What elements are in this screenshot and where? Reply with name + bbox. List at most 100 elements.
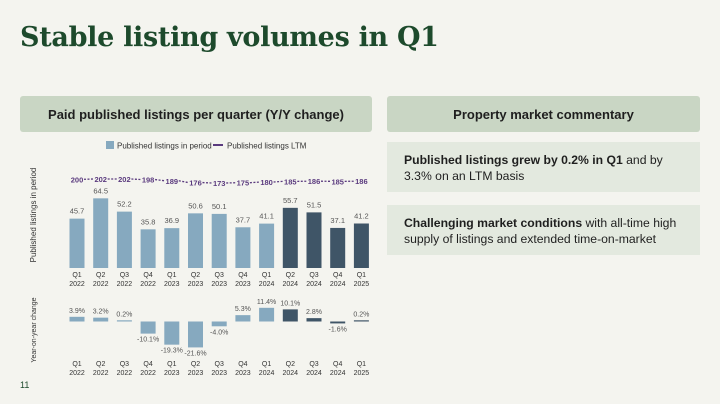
ltm-value-label: 202 [94, 175, 107, 184]
x-tick-label-year: 2024 [283, 281, 299, 288]
x-tick-label-year: 2024 [259, 370, 275, 377]
x-tick-label-year: 2023 [164, 370, 180, 377]
x-tick-label-quarter: Q2 [191, 272, 200, 279]
ltm-value-label: 202 [118, 175, 131, 184]
bar-yoy [353, 320, 369, 322]
bar-value-label: 37.1 [330, 216, 345, 225]
x-tick-label-quarter: Q4 [143, 272, 152, 279]
x-tick-label-quarter: Q4 [143, 361, 152, 368]
page-title: Stable listing volumes in Q1 [20, 22, 439, 53]
yoy-value-label: 0.2% [353, 311, 369, 318]
commentary-2-text: with all-time high supply of listings an… [404, 216, 677, 246]
x-tick-label-year: 2022 [69, 281, 85, 288]
legend-swatch-period [106, 141, 114, 149]
x-tick-label-year: 2023 [164, 281, 180, 288]
bar-yoy [306, 318, 322, 322]
ltm-value-label: 198 [142, 176, 155, 185]
ltm-line-segment [249, 181, 260, 184]
yoy-value-label: 3.2% [93, 309, 109, 316]
x-tick-label-quarter: Q3 [120, 272, 129, 279]
bar-yoy [69, 316, 85, 322]
bar-yoy [330, 321, 346, 324]
bar-period [116, 211, 132, 268]
bar-value-label: 41.2 [354, 212, 369, 221]
yoy-value-label: 0.2% [116, 311, 132, 318]
ltm-line-segment [273, 180, 284, 183]
x-tick-label-quarter: Q3 [309, 361, 318, 368]
x-tick-label-quarter: Q3 [215, 272, 224, 279]
yoy-value-label: -21.6% [184, 350, 206, 357]
x-tick-label-year: 2022 [117, 281, 133, 288]
x-tick-label-year: 2022 [140, 370, 156, 377]
ltm-line-segment [131, 178, 142, 181]
bar-value-label: 52.2 [117, 200, 132, 209]
bar-value-label: 41.1 [259, 212, 274, 221]
bar-value-label: 37.7 [236, 215, 251, 224]
bar-value-label: 50.1 [212, 202, 227, 211]
bar-period [164, 228, 180, 268]
x-tick-label-year: 2023 [235, 370, 251, 377]
bar-yoy [116, 320, 132, 322]
ltm-value-label: 186 [308, 177, 321, 186]
bar-yoy [164, 321, 180, 345]
ltm-value-label: 185 [331, 177, 344, 186]
x-tick-label-year: 2024 [330, 370, 346, 377]
yoy-value-label: -19.3% [161, 348, 183, 355]
bar-period [188, 213, 203, 268]
bar-yoy [235, 315, 251, 322]
x-tick-label-quarter: Q4 [333, 272, 342, 279]
ltm-value-label: 173 [213, 179, 226, 188]
commentary-2-bold: Challenging market conditions [404, 216, 583, 230]
yoy-value-label: -10.1% [137, 337, 159, 344]
x-tick-label-year: 2023 [188, 370, 204, 377]
x-tick-label-year: 2022 [93, 370, 109, 377]
x-tick-label-quarter: Q1 [167, 272, 176, 279]
ltm-value-label: 180 [260, 178, 273, 187]
y-axis-label-bottom: Year-on-year change [31, 297, 38, 362]
x-tick-label-year: 2024 [306, 370, 322, 377]
bar-period [235, 227, 251, 268]
bar-yoy [140, 321, 156, 334]
bar-value-label: 50.6 [188, 201, 203, 210]
bar-yoy [282, 309, 298, 322]
yoy-value-label: -1.6% [329, 326, 347, 333]
yoy-value-label: 5.3% [235, 306, 251, 313]
ltm-value-label: 189 [166, 177, 179, 186]
yoy-value-label: 10.1% [280, 300, 300, 307]
x-tick-label-year: 2023 [235, 281, 251, 288]
ltm-line-segment [178, 180, 189, 184]
x-tick-label-year: 2022 [140, 281, 156, 288]
x-tick-label-quarter: Q3 [215, 361, 224, 368]
x-tick-label-quarter: Q1 [262, 272, 271, 279]
commentary-1-bold: Published listings grew by 0.2% in Q1 [404, 153, 623, 167]
y-axis-label-top: Published listings in period [29, 168, 38, 263]
x-tick-label-quarter: Q2 [286, 272, 295, 279]
yoy-value-label: -4.0% [210, 329, 228, 336]
bar-value-label: 45.7 [70, 207, 85, 216]
bar-period [69, 218, 85, 268]
x-tick-label-year: 2022 [117, 370, 133, 377]
x-tick-label-quarter: Q1 [167, 361, 176, 368]
x-tick-label-year: 2023 [211, 370, 227, 377]
x-tick-label-quarter: Q3 [120, 361, 129, 368]
ltm-value-label: 186 [355, 177, 368, 186]
yoy-value-label: 3.9% [69, 308, 85, 315]
ltm-value-label: 185 [284, 177, 297, 186]
x-tick-label-quarter: Q1 [357, 272, 366, 279]
x-tick-label-year: 2024 [259, 281, 275, 288]
ltm-value-label: 175 [237, 179, 250, 188]
bar-period [93, 198, 109, 268]
chart-panel-header: Paid published listings per quarter (Y/Y… [20, 96, 372, 132]
x-tick-label-year: 2022 [93, 281, 109, 288]
bar-period [211, 213, 227, 268]
x-tick-label-quarter: Q2 [96, 272, 105, 279]
ltm-line-segment [155, 178, 165, 182]
legend-label-ltm: Published listings LTM [227, 142, 307, 151]
bar-value-label: 55.7 [283, 196, 298, 205]
x-tick-label-quarter: Q1 [262, 361, 271, 368]
x-tick-label-quarter: Q1 [72, 361, 81, 368]
commentary-box-1: Published listings grew by 0.2% in Q1 an… [387, 142, 700, 192]
bar-yoy [211, 321, 227, 327]
page-number: 11 [20, 380, 30, 390]
